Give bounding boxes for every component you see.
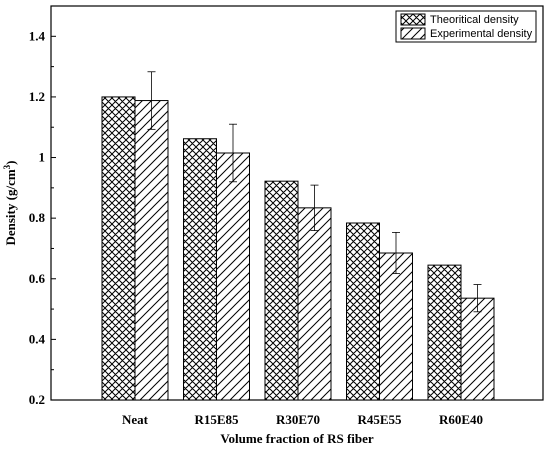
bar-theoretical	[427, 264, 462, 401]
bar-experimental	[460, 297, 495, 401]
y-axis-title-main: Density (g/cm	[3, 169, 18, 245]
x-axis: Neat R15E85 R30E70 R45E55 R60E40	[122, 395, 483, 427]
bar-theoretical	[183, 138, 217, 401]
bars-group	[101, 96, 495, 401]
x-tick-label: R30E70	[276, 412, 320, 427]
y-tick-label: 0.4	[29, 331, 46, 346]
x-tick-label: R60E40	[439, 412, 483, 427]
x-tick-label: R15E85	[194, 412, 239, 427]
y-axis-title-close: )	[3, 160, 18, 164]
bar-experimental	[134, 100, 169, 401]
y-tick-label: 1.2	[29, 89, 45, 104]
y-axis: 0.2 0.4 0.6 0.8 1 1.2 1.4	[29, 5, 56, 407]
y-tick-label: 1	[39, 150, 46, 165]
bar-experimental	[297, 207, 332, 401]
x-axis-title: Volume fraction of RS fiber	[220, 431, 374, 446]
legend-swatch-theoretical	[400, 13, 426, 26]
bar-theoretical	[101, 96, 136, 401]
legend-label-experimental: Experimental density	[430, 28, 533, 40]
x-tick-label: Neat	[122, 412, 149, 427]
y-axis-title: Density (g/cm3)	[2, 160, 18, 245]
y-tick-label: 0.6	[29, 271, 46, 286]
error-bars-group	[147, 71, 482, 313]
bar-theoretical	[264, 180, 299, 401]
legend-swatch-experimental	[400, 27, 426, 40]
legend-label-theoretical: Theoritical density	[430, 14, 519, 26]
y-tick-label: 0.8	[29, 210, 46, 225]
bar-experimental	[379, 252, 413, 401]
y-tick-label: 1.4	[29, 28, 46, 43]
x-tick-label: R45E55	[357, 412, 402, 427]
bar-experimental	[216, 152, 250, 401]
legend: Theoritical density Experimental density	[395, 10, 537, 43]
y-tick-label: 0.2	[29, 392, 45, 407]
bar-theoretical	[346, 222, 380, 401]
y-axis-title-superscript: 3	[2, 164, 12, 169]
